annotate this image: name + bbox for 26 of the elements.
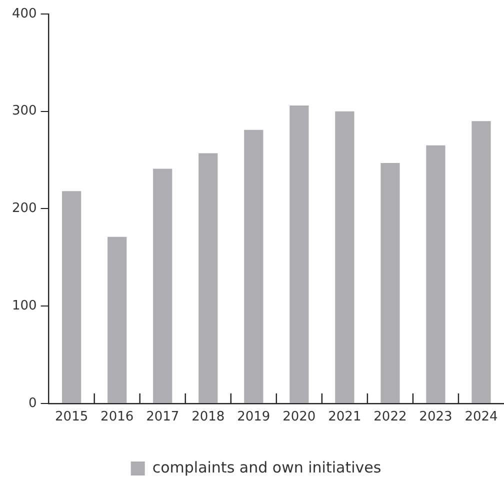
x-tick-label: 2018 <box>192 410 225 425</box>
bar <box>62 191 82 403</box>
x-tick-label: 2021 <box>328 410 362 425</box>
y-tick-label: 400 <box>12 6 37 22</box>
bar <box>426 145 446 403</box>
y-tick-label: 100 <box>12 298 37 314</box>
x-tick-label: 2024 <box>464 410 498 425</box>
bar <box>290 106 309 403</box>
y-tick-label: 200 <box>12 201 37 216</box>
legend-label: complaints and own initiatives <box>152 458 382 476</box>
bar <box>335 111 354 403</box>
x-tick-label: 2015 <box>55 410 88 425</box>
bar <box>153 168 172 403</box>
bar <box>198 153 218 403</box>
bar <box>244 130 264 403</box>
y-tick-label: 0 <box>28 396 37 411</box>
x-tick-label: 2023 <box>419 410 452 425</box>
x-tick-label: 2022 <box>374 410 407 425</box>
x-tick-label: 2017 <box>146 410 180 425</box>
x-tick-label: 2016 <box>100 410 134 425</box>
x-tick-label: 2020 <box>282 410 316 425</box>
x-tick-label: 2019 <box>237 410 270 425</box>
bar <box>108 236 127 403</box>
y-tick-label: 300 <box>12 104 37 119</box>
bar <box>380 162 400 403</box>
bar <box>472 121 491 403</box>
